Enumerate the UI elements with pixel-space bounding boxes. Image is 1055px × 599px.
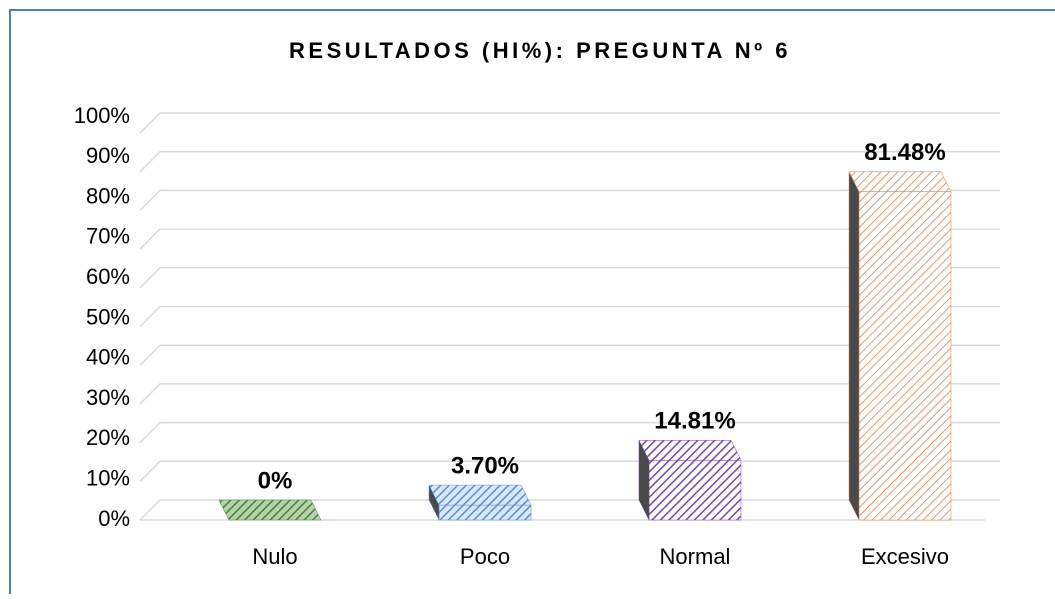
grid-line [139,305,1000,328]
y-tick-label: 60% [86,264,130,289]
frame [9,9,1055,599]
x-tick-label: Nulo [252,544,297,569]
x-tick-label: Poco [460,544,510,569]
y-tick-label: 70% [86,224,130,249]
grid-line [139,267,1000,289]
y-tick-label: 10% [86,466,130,491]
grid-line [139,189,1000,211]
chart-title: RESULTADOS (HI%): PREGUNTA Nº 6 [289,38,791,63]
y-tick-label: 50% [86,304,130,329]
grid-line [139,383,1000,405]
value-label: 14.81% [654,408,735,435]
value-label: 81.48% [864,139,945,166]
y-tick-label: 90% [86,143,130,168]
y-tick-label: 20% [86,425,130,450]
grid-line [139,228,1000,250]
grid-line [139,421,1000,444]
bar-top [638,440,742,461]
grid-line [139,112,1000,134]
y-tick-label: 40% [86,345,130,370]
y-tick-label: 0% [98,506,130,531]
value-label: 0% [258,467,293,494]
bar-front [438,504,532,521]
bar-side [848,171,860,521]
bar-top [848,171,952,192]
grid-line [139,150,1000,173]
bar-front [648,460,742,521]
y-tick-label: 100% [74,103,130,128]
x-tick-label: Normal [660,544,731,569]
x-tick-label: Excesivo [861,544,949,569]
bar-front [858,191,952,521]
y-tick-label: 30% [86,385,130,410]
bar-top [218,499,322,521]
y-tick-label: 80% [86,183,130,208]
grid-line [139,344,1000,366]
bar-top [428,484,532,506]
value-label: 3.70% [451,452,519,479]
